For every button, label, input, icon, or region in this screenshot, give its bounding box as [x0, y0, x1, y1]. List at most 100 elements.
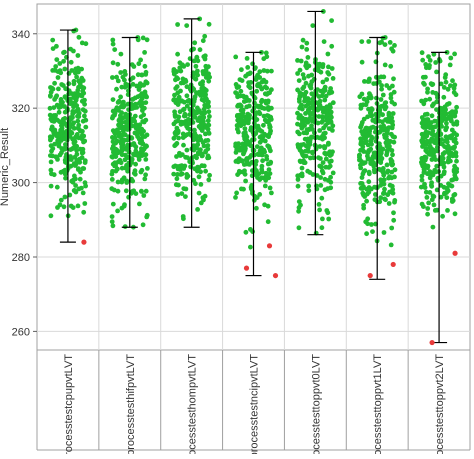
- data-point: [362, 160, 368, 166]
- data-point: [144, 212, 150, 218]
- data-point: [56, 109, 62, 115]
- data-point: [132, 118, 138, 124]
- data-point: [47, 134, 53, 140]
- data-point: [424, 65, 429, 71]
- data-point: [253, 77, 259, 82]
- data-point: [202, 91, 207, 97]
- data-point: [442, 110, 448, 115]
- data-point: [303, 80, 309, 86]
- data-point: [316, 114, 322, 119]
- data-point: [74, 132, 80, 137]
- data-point: [238, 88, 244, 94]
- data-point: [320, 133, 325, 139]
- data-point: [443, 79, 449, 85]
- data-point: [421, 120, 427, 125]
- data-point: [419, 50, 425, 56]
- data-point: [175, 192, 181, 197]
- data-point: [70, 179, 76, 185]
- data-point: [79, 150, 85, 156]
- data-point: [115, 61, 121, 67]
- data-point: [262, 106, 267, 111]
- data-point: [205, 126, 211, 132]
- data-point: [438, 159, 444, 165]
- data-point: [424, 111, 430, 117]
- data-point: [383, 104, 389, 110]
- data-point: [425, 89, 430, 95]
- data-point: [181, 64, 187, 69]
- data-point: [197, 47, 203, 53]
- data-point: [255, 103, 260, 109]
- data-point: [425, 117, 431, 122]
- data-point: [430, 224, 436, 230]
- data-point: [140, 119, 146, 124]
- data-point: [138, 114, 144, 120]
- data-point: [244, 156, 250, 161]
- outlier-point: [390, 261, 396, 268]
- data-point: [298, 58, 304, 64]
- data-point: [206, 122, 212, 128]
- data-point: [359, 122, 364, 128]
- data-point: [370, 159, 375, 165]
- data-point: [175, 102, 181, 107]
- data-point: [328, 174, 333, 180]
- data-point: [184, 147, 190, 153]
- data-point: [322, 97, 328, 103]
- data-point: [381, 172, 387, 178]
- data-point: [133, 191, 139, 197]
- data-point: [451, 167, 457, 173]
- data-point: [48, 159, 54, 165]
- data-point: [265, 219, 271, 225]
- data-point: [73, 183, 78, 188]
- data-point: [129, 62, 135, 67]
- data-point: [74, 143, 80, 149]
- data-point: [195, 168, 200, 174]
- data-point: [423, 146, 429, 152]
- data-point: [119, 179, 125, 185]
- data-point: [61, 204, 67, 210]
- data-point: [54, 57, 60, 62]
- data-point: [423, 97, 428, 103]
- data-point: [300, 37, 306, 43]
- data-point: [307, 116, 312, 121]
- data-point: [234, 113, 240, 119]
- data-point: [305, 136, 311, 142]
- data-point: [243, 73, 249, 79]
- data-point: [452, 82, 458, 88]
- data-point: [262, 138, 268, 144]
- data-point: [110, 223, 116, 229]
- data-point: [265, 203, 271, 209]
- data-point: [178, 98, 184, 104]
- data-point: [382, 62, 388, 68]
- data-point: [378, 97, 384, 102]
- data-point: [366, 126, 371, 132]
- data-point: [306, 63, 312, 69]
- data-point: [57, 61, 63, 66]
- data-point: [139, 136, 144, 142]
- data-point: [81, 209, 87, 215]
- data-point: [63, 175, 68, 181]
- data-point: [297, 99, 302, 104]
- data-point: [295, 183, 301, 189]
- data-point: [303, 148, 308, 154]
- data-point: [370, 155, 376, 161]
- data-point: [199, 85, 205, 91]
- data-point: [438, 173, 444, 179]
- data-point: [326, 126, 332, 131]
- data-point: [191, 137, 197, 142]
- data-point: [195, 138, 201, 144]
- data-point: [324, 77, 330, 82]
- data-point: [387, 40, 393, 45]
- data-point: [131, 170, 137, 176]
- data-point: [113, 129, 118, 135]
- data-point: [144, 132, 150, 138]
- data-point: [54, 102, 60, 108]
- data-point: [329, 43, 335, 49]
- data-point: [202, 109, 208, 115]
- data-point: [175, 22, 181, 27]
- data-point: [315, 120, 321, 126]
- data-point: [317, 144, 323, 149]
- data-point: [248, 80, 254, 85]
- data-point: [248, 186, 254, 192]
- data-point: [184, 84, 190, 90]
- data-point: [269, 87, 274, 93]
